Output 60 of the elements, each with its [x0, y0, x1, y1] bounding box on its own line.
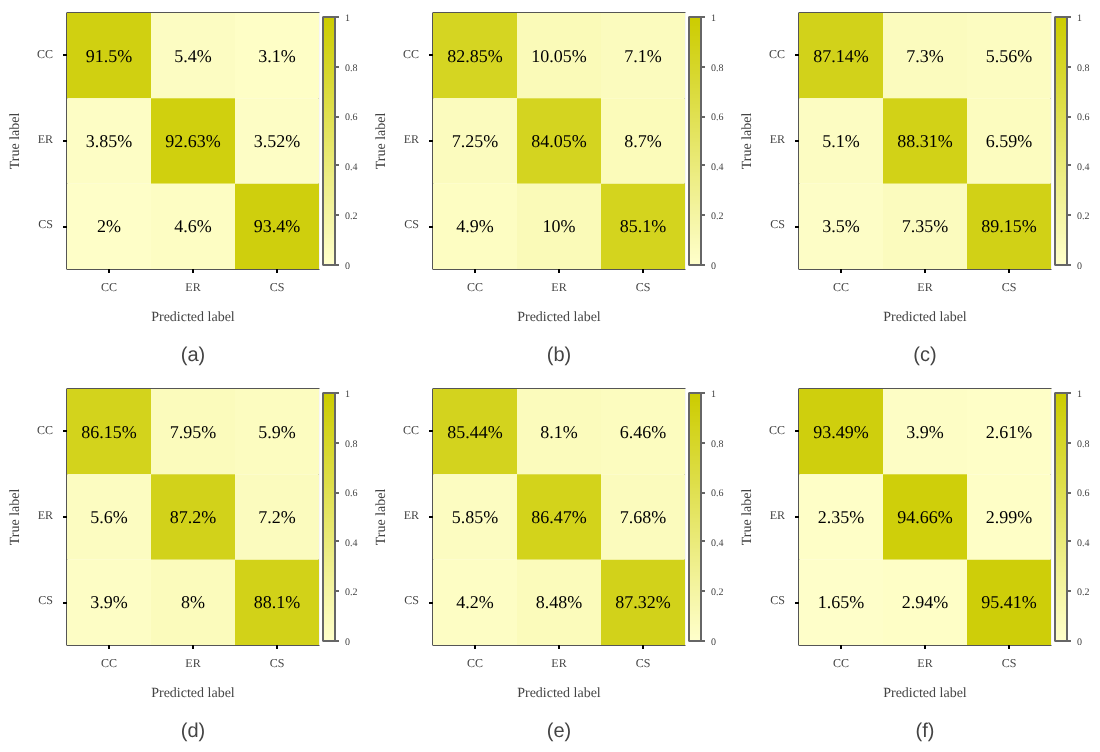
text: (d) — [180, 721, 206, 743]
data-label: 89.15% — [981, 216, 1038, 237]
data-label: 7.95% — [169, 421, 218, 442]
data-label: 2.94% — [901, 592, 950, 613]
data-label: 5.4% — [174, 45, 213, 66]
data-label: 88.31% — [897, 131, 954, 151]
text: (e) — [546, 721, 572, 743]
text: (c) — [913, 345, 937, 367]
data-label: 8% — [181, 592, 206, 613]
data-label: 7.25% — [451, 131, 500, 151]
data-label: 8.48% — [535, 592, 584, 613]
data-label: 2.61% — [985, 421, 1034, 442]
data-label: 6.46% — [619, 421, 668, 442]
data-label: 5.6% — [90, 507, 129, 527]
data-label: 2.35% — [817, 507, 866, 527]
data-label: 95.41% — [981, 592, 1038, 613]
data-label: 82.85% — [447, 45, 504, 66]
data-label: 8.1% — [540, 421, 579, 442]
data-label: 4.2% — [456, 592, 495, 613]
data-label: 3.9% — [906, 421, 945, 442]
data-label: 94.66% — [897, 507, 954, 527]
data-label: 3.9% — [90, 592, 129, 613]
data-label: 7.2% — [258, 507, 297, 527]
data-label: 7.1% — [624, 45, 663, 66]
data-label: 3.1% — [258, 45, 297, 66]
data-label: 5.85% — [451, 507, 500, 527]
data-label: 87.14% — [813, 45, 870, 66]
data-label: 4.6% — [174, 216, 213, 237]
data-label: 3.5% — [822, 216, 861, 237]
data-label: 85.1% — [619, 216, 668, 237]
data-label: 7.68% — [619, 507, 668, 527]
data-label: 3.85% — [85, 131, 134, 151]
data-label: 5.1% — [822, 131, 861, 151]
text: (b) — [546, 345, 572, 367]
text: (a) — [180, 345, 206, 367]
data-label: 93.4% — [253, 216, 302, 237]
data-label: 2% — [97, 216, 122, 237]
data-label: 2.99% — [985, 507, 1034, 527]
data-label: 1.65% — [817, 592, 866, 613]
data-label: 87.2% — [169, 507, 218, 527]
data-label: 8.7% — [624, 131, 663, 151]
data-label: 87.32% — [615, 592, 672, 613]
data-label: 86.15% — [81, 421, 138, 442]
data-label: 10% — [542, 216, 577, 237]
text: (f) — [915, 721, 935, 743]
data-label: 10.05% — [531, 45, 588, 66]
data-label: 7.35% — [901, 216, 950, 237]
data-label: 84.05% — [531, 131, 588, 151]
data-label: 86.47% — [531, 507, 588, 527]
data-label: 91.5% — [85, 45, 134, 66]
data-label: 7.3% — [906, 45, 945, 66]
data-label: 5.56% — [985, 45, 1034, 66]
data-label: 3.52% — [253, 131, 302, 151]
data-label: 93.49% — [813, 421, 870, 442]
data-label: 88.1% — [253, 592, 302, 613]
data-label: 5.9% — [258, 421, 297, 442]
data-label: 4.9% — [456, 216, 495, 237]
data-label: 92.63% — [165, 131, 222, 151]
data-label: 6.59% — [985, 131, 1034, 151]
data-label: 85.44% — [447, 421, 504, 442]
